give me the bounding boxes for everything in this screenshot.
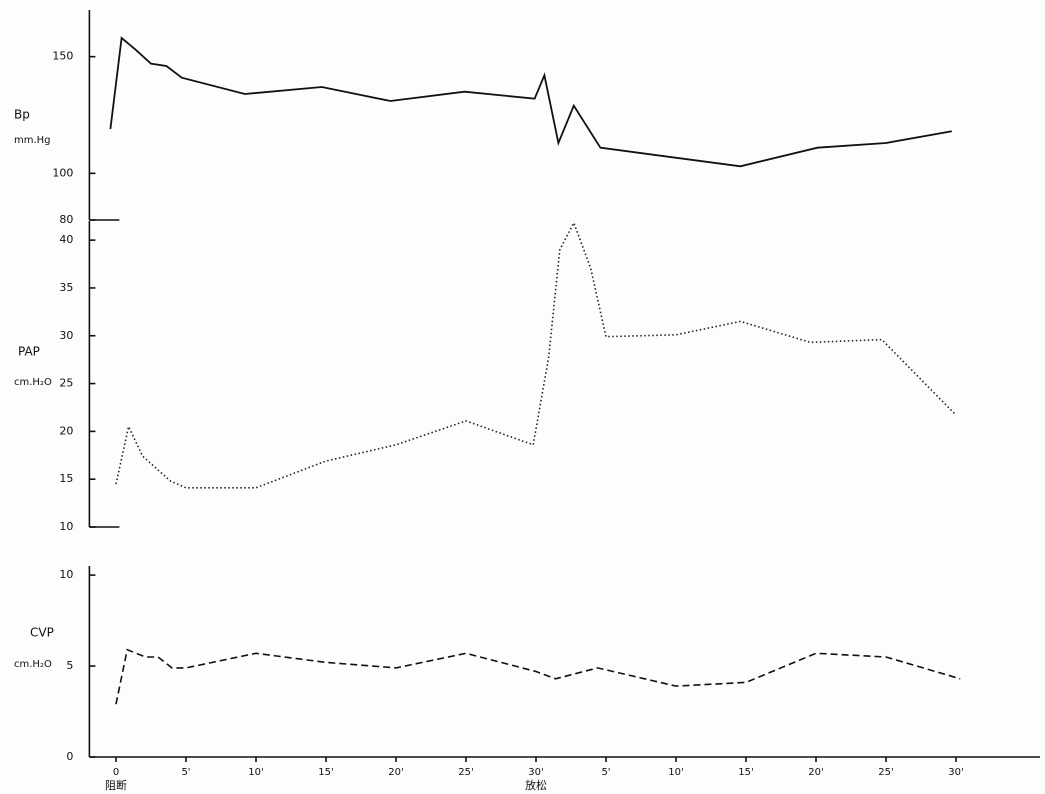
y-tick-label: 25 [59,377,73,390]
y-tick-label: 10 [59,520,73,533]
y-axis-label: PAP [18,345,40,359]
y-tick-label: 0 [66,750,73,763]
x-tick-label: 5' [601,767,610,778]
y-axis-label: CVP [30,626,54,640]
x-annotation: 阻断 [105,778,127,792]
series-line [115,220,957,489]
y-axis-unit: cm.H₂O [14,659,52,670]
x-tick-label: 15' [738,767,753,778]
x-tick-label: 5' [181,767,190,778]
x-tick-label: 0 [113,767,119,778]
x-tick-label: 20' [388,767,403,778]
y-tick-label: 40 [59,233,73,246]
y-tick-label: 5 [66,659,73,672]
y-axis-label: Bp [14,108,30,122]
y-tick-label: 80 [59,213,73,226]
y-tick-label: 150 [52,50,73,63]
x-tick-label: 30' [948,767,963,778]
y-axis-unit: cm.H₂O [14,377,52,388]
x-tick-label: 30' [528,767,543,778]
x-annotation: 放松 [525,778,547,792]
x-tick-label: 10' [248,767,263,778]
y-axis-unit: mm.Hg [14,135,51,146]
series-line [115,648,961,705]
x-tick-label: 20' [808,767,823,778]
x-tick-label: 25' [458,767,473,778]
x-tick-label: 15' [318,767,333,778]
x-tick-label: 10' [668,767,683,778]
y-tick-label: 35 [59,281,73,294]
y-tick-label: 30 [59,329,73,342]
y-tick-label: 15 [59,472,73,485]
x-tick-label: 25' [878,767,893,778]
y-tick-label: 10 [59,568,73,581]
series-line [109,36,952,168]
y-tick-label: 100 [52,166,73,179]
y-tick-label: 20 [59,424,73,437]
